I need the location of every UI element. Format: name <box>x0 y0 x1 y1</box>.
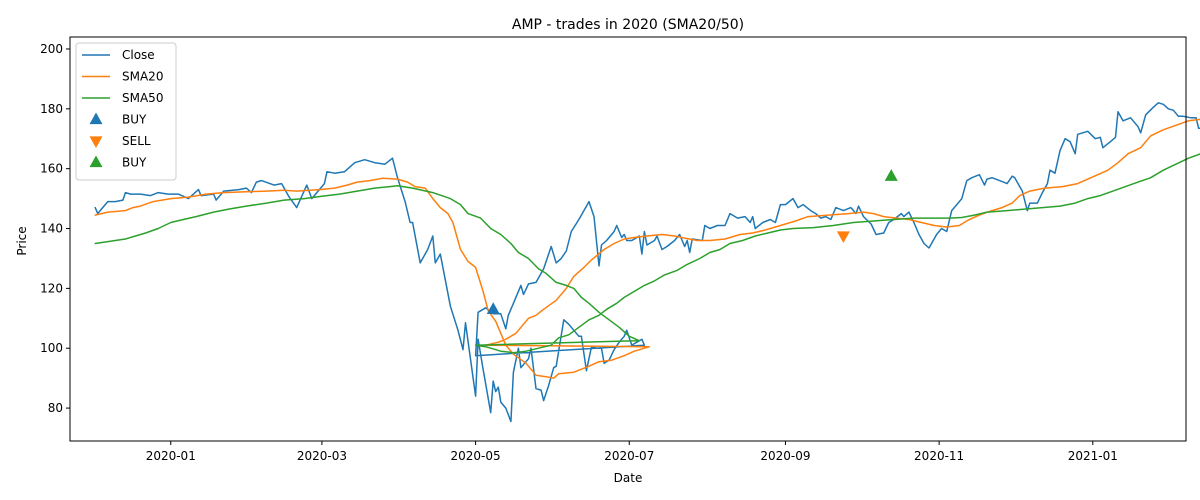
y-tick-label: 80 <box>48 401 63 415</box>
y-axis-label: Price <box>15 226 29 255</box>
legend: Close SMA20 SMA50 BUY SELL BUY <box>75 42 177 181</box>
y-tick-label: 140 <box>40 222 63 236</box>
marker-sell-2 <box>836 231 850 244</box>
x-tick-label: 2020-07 <box>604 449 654 463</box>
chart-title: AMP - trades in 2020 (SMA20/50) <box>512 17 744 33</box>
series-sma20-line <box>94 118 1200 379</box>
marker-buy-1 <box>486 302 500 315</box>
axes: 80 100 120 140 160 180 200 2020-01 2020-03 2020-0… <box>40 42 1118 463</box>
series-sma50-line <box>94 153 1200 354</box>
legend-label-buy: BUY <box>122 156 147 170</box>
y-tick-label: 100 <box>40 341 63 355</box>
legend-label-sma50: SMA50 <box>122 91 163 105</box>
legend-label-close: Close <box>122 48 155 62</box>
marker-buy-3 <box>884 169 898 181</box>
legend-swatch-sell <box>89 136 103 149</box>
series-close-line <box>94 102 1200 423</box>
x-tick-label: 2020-03 <box>297 449 347 463</box>
legend-label-sma20: SMA20 <box>122 70 163 84</box>
y-tick-label: 160 <box>40 162 63 176</box>
legend-swatch-buy <box>89 155 103 168</box>
legend-label-buy: BUY <box>122 113 147 127</box>
y-tick-label: 180 <box>40 102 63 116</box>
x-tick-label: 2020-01 <box>146 449 196 463</box>
legend-swatch-buy <box>89 112 103 125</box>
y-tick-label: 200 <box>40 42 63 56</box>
legend-label-sell: SELL <box>122 134 151 148</box>
x-tick-label: 2020-05 <box>451 449 501 463</box>
x-tick-label: 2020-11 <box>914 449 964 463</box>
plot-area <box>94 102 1200 423</box>
y-tick-label: 120 <box>40 281 63 295</box>
x-axis-label: Date <box>614 471 643 485</box>
plot-frame <box>69 36 1187 442</box>
x-tick-label: 2020-09 <box>760 449 810 463</box>
x-tick-label: 2021-01 <box>1068 449 1118 463</box>
